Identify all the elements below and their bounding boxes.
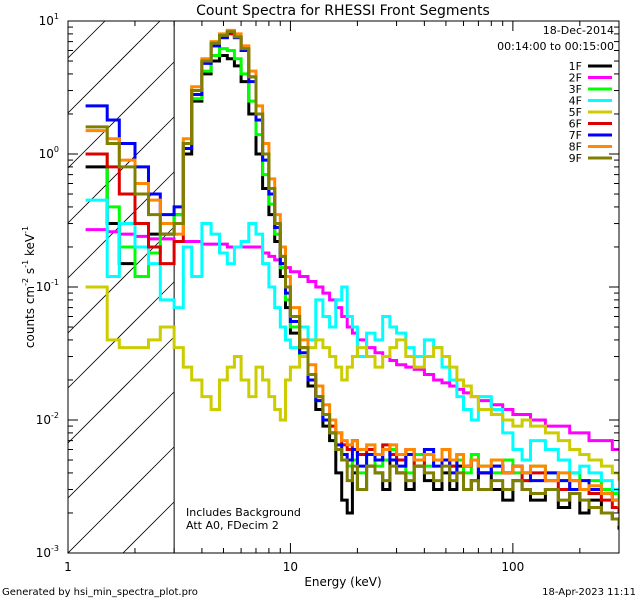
hatch-line [68,21,106,59]
series-8F [85,28,619,508]
y-tick-label: 10-3 [36,544,59,560]
x-tick-label: 10 [283,560,298,574]
hatch-line [122,501,175,553]
hatch-line [68,61,175,169]
hatch-line [68,21,161,114]
time-range-label: 00:14:00 to 00:15:00 [497,40,614,53]
y-tick-label: 10-1 [36,278,59,294]
series-9F [85,30,619,526]
footer-timestamp: 18-Apr-2023 11:11 [542,587,636,598]
series-4F [85,198,619,494]
y-axis-label: counts cm-2 s-1 keV-1 [21,226,37,348]
x-axis-label: Energy (keV) [304,575,381,589]
legend-label-6F: 6F [569,118,582,131]
y-tick-label: 101 [39,12,59,28]
hatch-line [68,281,175,389]
series-3F [85,47,619,501]
series-5F [85,285,619,481]
x-tick-label: 100 [501,560,524,574]
series-7F [85,31,619,508]
hatch-line [68,446,175,553]
series-2F [85,228,619,451]
y-tick-label: 10-2 [36,411,59,427]
hatch-line [68,116,175,224]
hatch-region [68,21,175,553]
footer-generator: Generated by hsi_min_spectra_plot.pro [2,587,198,598]
hatch-line [68,226,175,334]
hatch-line [68,391,175,499]
hatch-line [68,336,175,444]
attenuator-note: Att A0, FDecim 2 [186,519,279,532]
y-axis: 10-3 10-2 10-1 100 101 [36,12,619,560]
legend-label-1F: 1F [569,60,582,73]
background-note: Includes Background [186,506,301,519]
legend-label-2F: 2F [569,72,582,85]
series-layer [85,28,619,530]
hatch-lines [68,21,175,553]
legend-label-8F: 8F [569,141,582,154]
legend-label-9F: 9F [569,152,582,165]
chart-title: Count Spectra for RHESSI Front Segments [196,3,490,19]
legend-label-3F: 3F [569,83,582,96]
x-axis: 1 10 100 [64,21,620,574]
legend-label-5F: 5F [569,106,582,119]
date-label: 18-Dec-2014 [543,24,614,37]
x-tick-label: 1 [64,560,72,574]
legend-label-4F: 4F [569,95,582,108]
y-tick-label: 100 [39,145,59,161]
legend-label-7F: 7F [569,129,582,142]
